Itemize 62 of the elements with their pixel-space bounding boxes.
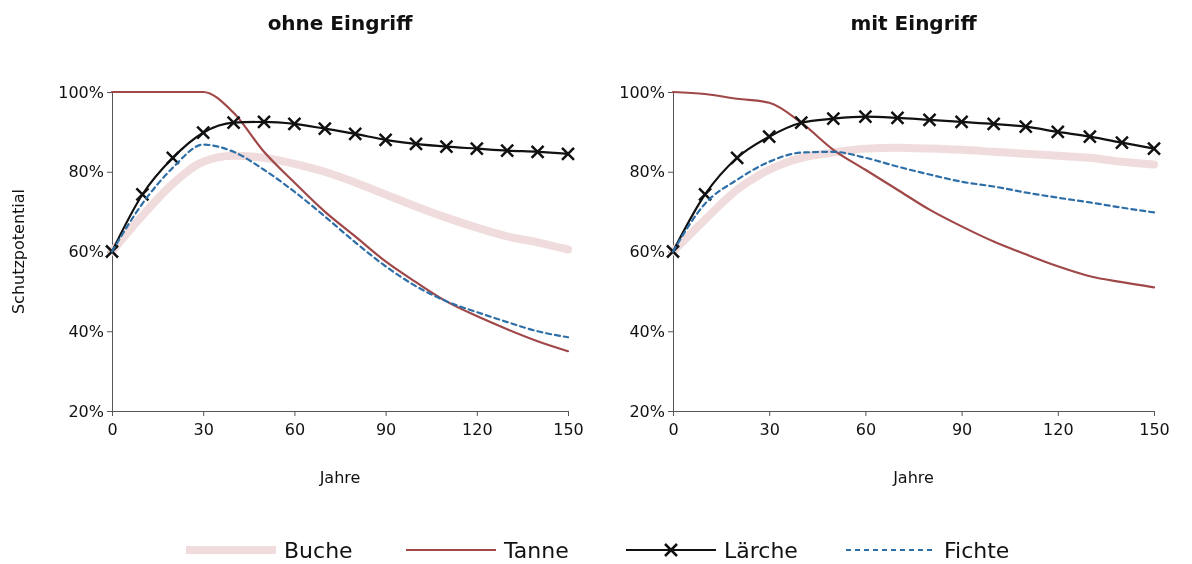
x-tick-label: 150 — [553, 420, 584, 439]
legend-label: Buche — [284, 538, 353, 563]
point — [378, 132, 393, 148]
point — [858, 109, 873, 124]
point — [499, 143, 515, 158]
x-tick-label: 0 — [668, 420, 679, 439]
x-tick-label: 90 — [375, 420, 397, 439]
y-tick-label: 20% — [68, 401, 104, 421]
point — [439, 139, 454, 154]
x-tick-label: 120 — [1043, 420, 1074, 439]
y-axis-title: Schutzpotential — [9, 188, 28, 315]
x-tick-label: 30 — [193, 420, 214, 439]
point — [890, 110, 905, 126]
x-axis-title: Jahre — [892, 468, 934, 487]
point — [287, 116, 302, 132]
x-axis-title: Jahre — [318, 468, 361, 487]
point — [922, 112, 937, 128]
x-tick-label: 150 — [1139, 420, 1170, 439]
point — [317, 121, 333, 136]
point — [1082, 129, 1098, 144]
y-tick-label: 80% — [68, 162, 104, 182]
x-tick-label: 90 — [951, 420, 973, 439]
point — [226, 115, 241, 130]
point — [1050, 124, 1066, 140]
line-series — [110, 90, 570, 353]
y-tick-label: 100% — [58, 82, 104, 102]
point — [986, 116, 1001, 132]
y-tick-label: 20% — [629, 401, 665, 421]
point — [1146, 141, 1162, 156]
x-tick-label: 0 — [107, 420, 118, 439]
point — [794, 115, 809, 130]
x-tick-label: 120 — [462, 420, 493, 439]
legend-label: Tanne — [503, 538, 569, 563]
point — [761, 129, 777, 144]
legend-label: Fichte — [944, 538, 1010, 563]
point — [469, 141, 485, 156]
line-series — [671, 90, 1156, 289]
x-tick-label: 60 — [855, 420, 877, 439]
y-tick-label: 40% — [68, 321, 104, 341]
point — [1114, 135, 1130, 150]
point — [729, 150, 745, 166]
point — [530, 144, 545, 160]
point — [826, 111, 841, 126]
chart-title: mit Eingriff — [850, 11, 978, 35]
y-tick-label: 60% — [68, 242, 104, 262]
y-tick-label: 80% — [629, 162, 665, 182]
y-tick-label: 100% — [619, 82, 665, 102]
point — [560, 146, 576, 162]
x-tick-label: 30 — [759, 420, 780, 439]
legend-label: Lärche — [724, 538, 798, 563]
y-tick-label: 60% — [629, 242, 665, 262]
point — [256, 114, 272, 130]
x-tick-label: 60 — [284, 420, 306, 439]
chart-title: ohne Eingriff — [267, 11, 414, 35]
point — [408, 136, 424, 152]
point — [954, 114, 969, 130]
point — [195, 125, 211, 140]
line-series — [110, 143, 570, 339]
point — [1018, 119, 1033, 134]
y-tick-label: 40% — [629, 321, 665, 341]
point — [347, 126, 363, 142]
point — [135, 187, 150, 202]
